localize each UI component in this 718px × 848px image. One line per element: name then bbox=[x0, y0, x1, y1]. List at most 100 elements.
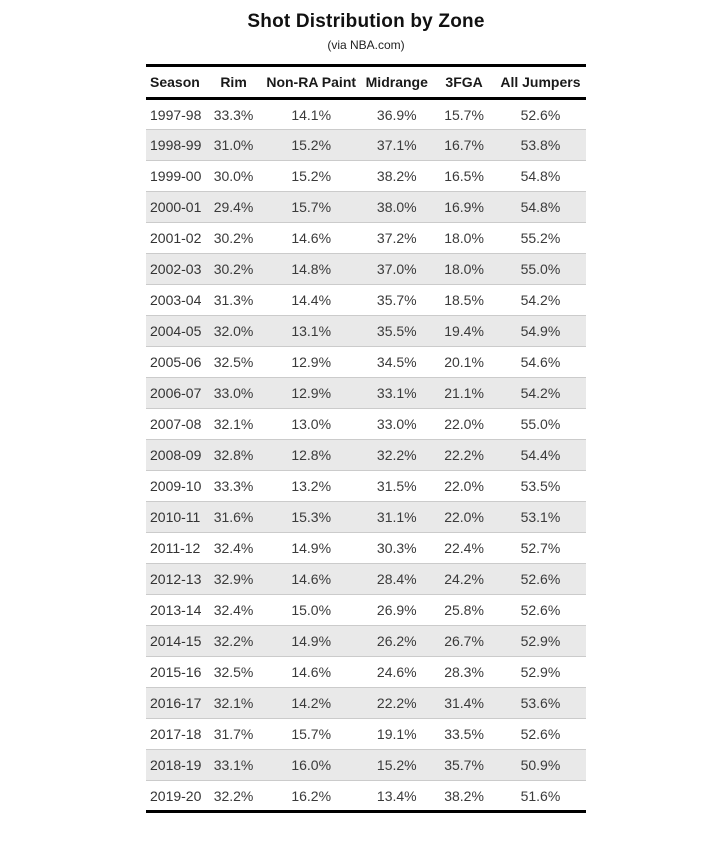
table-cell: 21.1% bbox=[444, 385, 484, 401]
table-row: 2002-03 30.2% 14.8% 37.0% 18.0% 55.0% bbox=[146, 253, 586, 285]
header-row: Season Rim Non-RA Paint Midrange 3FGA All Jum… bbox=[146, 65, 586, 99]
column-header-rim: Rim bbox=[220, 74, 247, 90]
table-cell: 33.0% bbox=[376, 416, 417, 432]
table-row: 2005-06 32.5% 12.9% 34.5% 20.1% 54.6% bbox=[146, 346, 586, 378]
table-cell: 24.6% bbox=[376, 664, 417, 680]
table-cell: 13.2% bbox=[291, 478, 332, 494]
table-cell: 15.7% bbox=[291, 726, 332, 742]
shot-distribution-figure: Shot Distribution by Zone (via NBA.com) … bbox=[146, 10, 586, 813]
table-cell: 2010-11 bbox=[150, 509, 201, 525]
table-cell: 2008-09 bbox=[150, 447, 202, 463]
table-cell: 26.2% bbox=[376, 633, 417, 649]
table-cell: 2013-14 bbox=[150, 602, 202, 618]
table-cell: 15.3% bbox=[291, 509, 332, 525]
column-header-3fga: 3FGA bbox=[445, 74, 483, 90]
table-cell: 55.0% bbox=[520, 416, 561, 432]
column-header-all-jumpers: All Jumpers bbox=[500, 74, 581, 90]
table-cell: 37.0% bbox=[376, 261, 417, 277]
table-cell: 14.9% bbox=[291, 540, 332, 556]
table-cell: 19.1% bbox=[376, 726, 417, 742]
table-cell: 37.2% bbox=[376, 230, 417, 246]
table-cell: 14.1% bbox=[291, 106, 332, 123]
shot-distribution-table: Season Rim Non-RA Paint Midrange 3FGA All Jum… bbox=[146, 64, 586, 813]
table-cell: 52.7% bbox=[520, 540, 561, 556]
table-cell: 54.2% bbox=[520, 385, 561, 401]
table-cell: 2003-04 bbox=[150, 292, 202, 308]
table-cell: 22.0% bbox=[444, 478, 484, 494]
table-cell: 32.4% bbox=[213, 602, 254, 618]
table-cell: 26.9% bbox=[376, 602, 417, 618]
table-row: 2008-09 32.8% 12.8% 32.2% 22.2% 54.4% bbox=[146, 439, 586, 471]
table-cell: 31.0% bbox=[213, 137, 254, 153]
table-row: 1999-00 30.0% 15.2% 38.2% 16.5% 54.8% bbox=[146, 160, 586, 192]
table-cell: 12.8% bbox=[291, 447, 332, 463]
table-cell: 28.4% bbox=[376, 571, 417, 587]
table-cell: 31.3% bbox=[213, 292, 254, 308]
table-cell: 13.1% bbox=[291, 323, 332, 339]
page-subtitle: (via NBA.com) bbox=[327, 38, 405, 52]
table-cell: 14.2% bbox=[291, 695, 332, 711]
table-cell: 15.7% bbox=[444, 106, 484, 123]
table-cell: 54.6% bbox=[520, 354, 561, 370]
table-cell: 2017-18 bbox=[150, 726, 202, 742]
table-cell: 55.2% bbox=[520, 230, 561, 246]
page-title: Shot Distribution by Zone bbox=[247, 11, 485, 32]
table-cell: 53.1% bbox=[520, 509, 561, 525]
table-cell: 54.8% bbox=[520, 199, 561, 215]
table-cell: 31.6% bbox=[213, 509, 254, 525]
table-cell: 18.0% bbox=[444, 230, 484, 246]
table-cell: 14.6% bbox=[291, 230, 332, 246]
table-cell: 16.5% bbox=[444, 168, 484, 184]
table-row: 2012-13 32.9% 14.6% 28.4% 24.2% 52.6% bbox=[146, 563, 586, 595]
table-cell: 33.3% bbox=[213, 478, 254, 494]
table-row: 2001-02 30.2% 14.6% 37.2% 18.0% 55.2% bbox=[146, 222, 586, 254]
table-cell: 53.5% bbox=[520, 478, 561, 494]
table-cell: 31.4% bbox=[444, 695, 484, 711]
table-cell: 22.2% bbox=[444, 447, 484, 463]
table-cell: 2002-03 bbox=[150, 261, 202, 277]
table-cell: 55.0% bbox=[520, 261, 561, 277]
table-cell: 14.6% bbox=[291, 571, 332, 587]
table-row: 2013-14 32.4% 15.0% 26.9% 25.8% 52.6% bbox=[146, 594, 586, 626]
table-cell: 12.9% bbox=[291, 354, 332, 370]
table-cell: 2012-13 bbox=[150, 571, 202, 587]
table-cell: 18.5% bbox=[444, 292, 484, 308]
table-cell: 52.6% bbox=[520, 602, 561, 618]
table-cell: 35.7% bbox=[376, 292, 417, 308]
table-cell: 36.9% bbox=[376, 106, 417, 123]
table-cell: 53.6% bbox=[520, 695, 561, 711]
table-cell: 32.1% bbox=[213, 416, 254, 432]
table-row: 2015-16 32.5% 14.6% 24.6% 28.3% 52.9% bbox=[146, 656, 586, 688]
table-cell: 22.4% bbox=[444, 540, 484, 556]
table-cell: 2004-05 bbox=[150, 323, 202, 339]
table-cell: 15.2% bbox=[291, 137, 332, 153]
table-cell: 29.4% bbox=[213, 199, 254, 215]
table-cell: 22.0% bbox=[444, 416, 484, 432]
table-row: 2000-01 29.4% 15.7% 38.0% 16.9% 54.8% bbox=[146, 191, 586, 223]
table-cell: 32.0% bbox=[213, 323, 254, 339]
column-header-midrange: Midrange bbox=[365, 74, 428, 90]
table-cell: 51.6% bbox=[520, 787, 561, 804]
table-cell: 38.2% bbox=[444, 787, 484, 804]
table-cell: 33.1% bbox=[213, 757, 254, 773]
table-cell: 32.4% bbox=[213, 540, 254, 556]
table-cell: 38.2% bbox=[376, 168, 417, 184]
table-cell: 18.0% bbox=[444, 261, 484, 277]
table-cell: 31.7% bbox=[213, 726, 254, 742]
column-header-season: Season bbox=[150, 74, 200, 90]
table-body: 1997-98 33.3% 14.1% 36.9% 15.7% 52.6% 1998-99 3… bbox=[146, 99, 586, 812]
table-cell: 52.6% bbox=[520, 571, 561, 587]
table-cell: 1999-00 bbox=[150, 168, 202, 184]
table-cell: 26.7% bbox=[444, 633, 484, 649]
table-cell: 2011-12 bbox=[150, 540, 201, 556]
table-row: 2014-15 32.2% 14.9% 26.2% 26.7% 52.9% bbox=[146, 625, 586, 657]
table-header: Season Rim Non-RA Paint Midrange 3FGA All Jum… bbox=[146, 65, 586, 99]
table-cell: 1997-98 bbox=[150, 106, 202, 123]
table-cell: 32.2% bbox=[376, 447, 417, 463]
table-row: 2016-17 32.1% 14.2% 22.2% 31.4% 53.6% bbox=[146, 687, 586, 719]
table-cell: 22.2% bbox=[376, 695, 417, 711]
table-cell: 32.5% bbox=[213, 354, 254, 370]
table-cell: 32.2% bbox=[213, 787, 254, 804]
table-cell: 2005-06 bbox=[150, 354, 202, 370]
